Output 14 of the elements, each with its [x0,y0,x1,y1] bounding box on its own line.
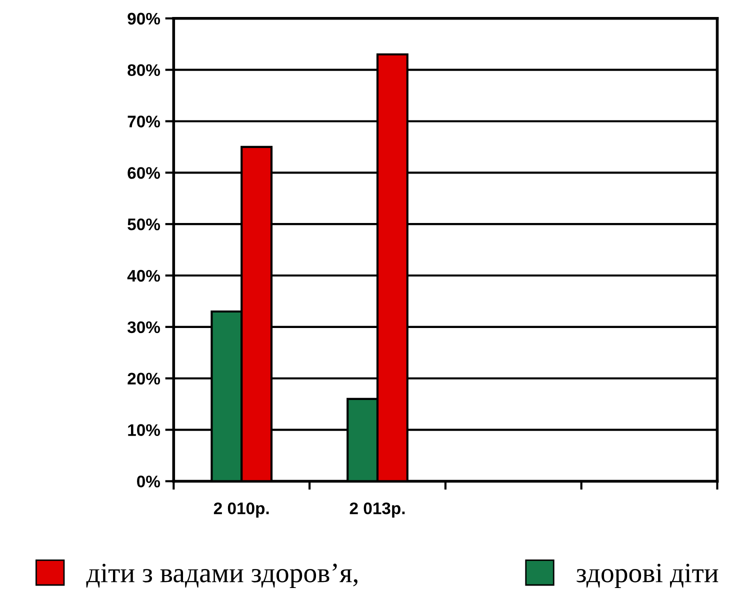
legend-label: здорові діти [576,564,718,588]
y-tick-label: 90% [128,12,160,25]
y-tick-label: 70% [128,116,160,128]
y-tick-label: 10% [128,424,160,436]
x-tick-label: 2 013р. [350,502,405,518]
y-tick-label: 40% [127,270,160,282]
x-tick-label: 2 010р. [214,502,269,518]
y-tick-label: 0% [137,476,160,488]
y-tick-label: 50% [128,218,160,230]
y-tick-label: 20% [128,372,160,385]
legend-label: діти з вадами здоров’я, [86,564,358,588]
y-tick-label: 80% [128,64,160,76]
y-tick-label: 30% [127,321,160,334]
y-tick-label: 60% [128,167,160,179]
